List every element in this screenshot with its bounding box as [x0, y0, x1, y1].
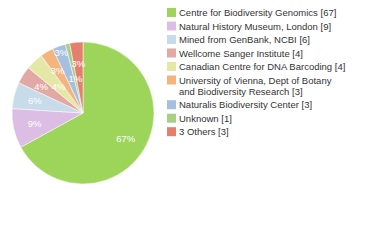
data-label: 9%: [28, 118, 42, 129]
legend-label: Centre for Biodiversity Genomics [67]: [179, 7, 336, 18]
legend-label: Mined from GenBank, NCBI [6]: [179, 34, 310, 45]
data-label: 4%: [52, 81, 66, 92]
legend-swatch: [167, 49, 176, 58]
data-label: 3%: [54, 47, 68, 58]
data-labels: 67%9%6%4%4%3%3%1%3%: [28, 47, 136, 143]
data-label: 67%: [116, 133, 136, 144]
legend-label: Naturalis Biodiversity Center [3]: [179, 99, 312, 110]
legend: Centre for Biodiversity Genomics [67] Nat…: [167, 7, 345, 137]
data-label: 3%: [71, 58, 85, 69]
pie-slices: [12, 42, 154, 184]
legend-label: Unknown [1]: [179, 113, 232, 124]
data-label: 4%: [34, 81, 48, 92]
chart-svg: 67%9%6%4%4%3%3%1%3%Centre for Biodiversi…: [0, 0, 380, 240]
legend-swatch: [167, 76, 176, 85]
legend-swatch: [167, 22, 176, 31]
legend-label: 3 Others [3]: [179, 126, 229, 137]
legend-swatch: [167, 62, 176, 71]
legend-swatch: [167, 127, 176, 136]
data-label: 1%: [68, 73, 82, 84]
legend-label: Canadian Centre for DNA Barcoding [4]: [179, 61, 345, 72]
legend-label: University of Vienna, Dept of Botanyand …: [179, 75, 332, 97]
data-label: 3%: [51, 65, 65, 76]
legend-swatch: [167, 114, 176, 123]
legend-label: Natural History Museum, London [9]: [179, 21, 331, 32]
legend-swatch: [167, 35, 176, 44]
data-label: 6%: [28, 95, 42, 106]
chart-container: 67%9%6%4%4%3%3%1%3%Centre for Biodiversi…: [0, 0, 380, 240]
pie-slice: [12, 109, 83, 148]
legend-label: Wellcome Sanger Institute [4]: [179, 48, 303, 59]
legend-swatch: [167, 8, 176, 17]
legend-swatch: [167, 100, 176, 109]
